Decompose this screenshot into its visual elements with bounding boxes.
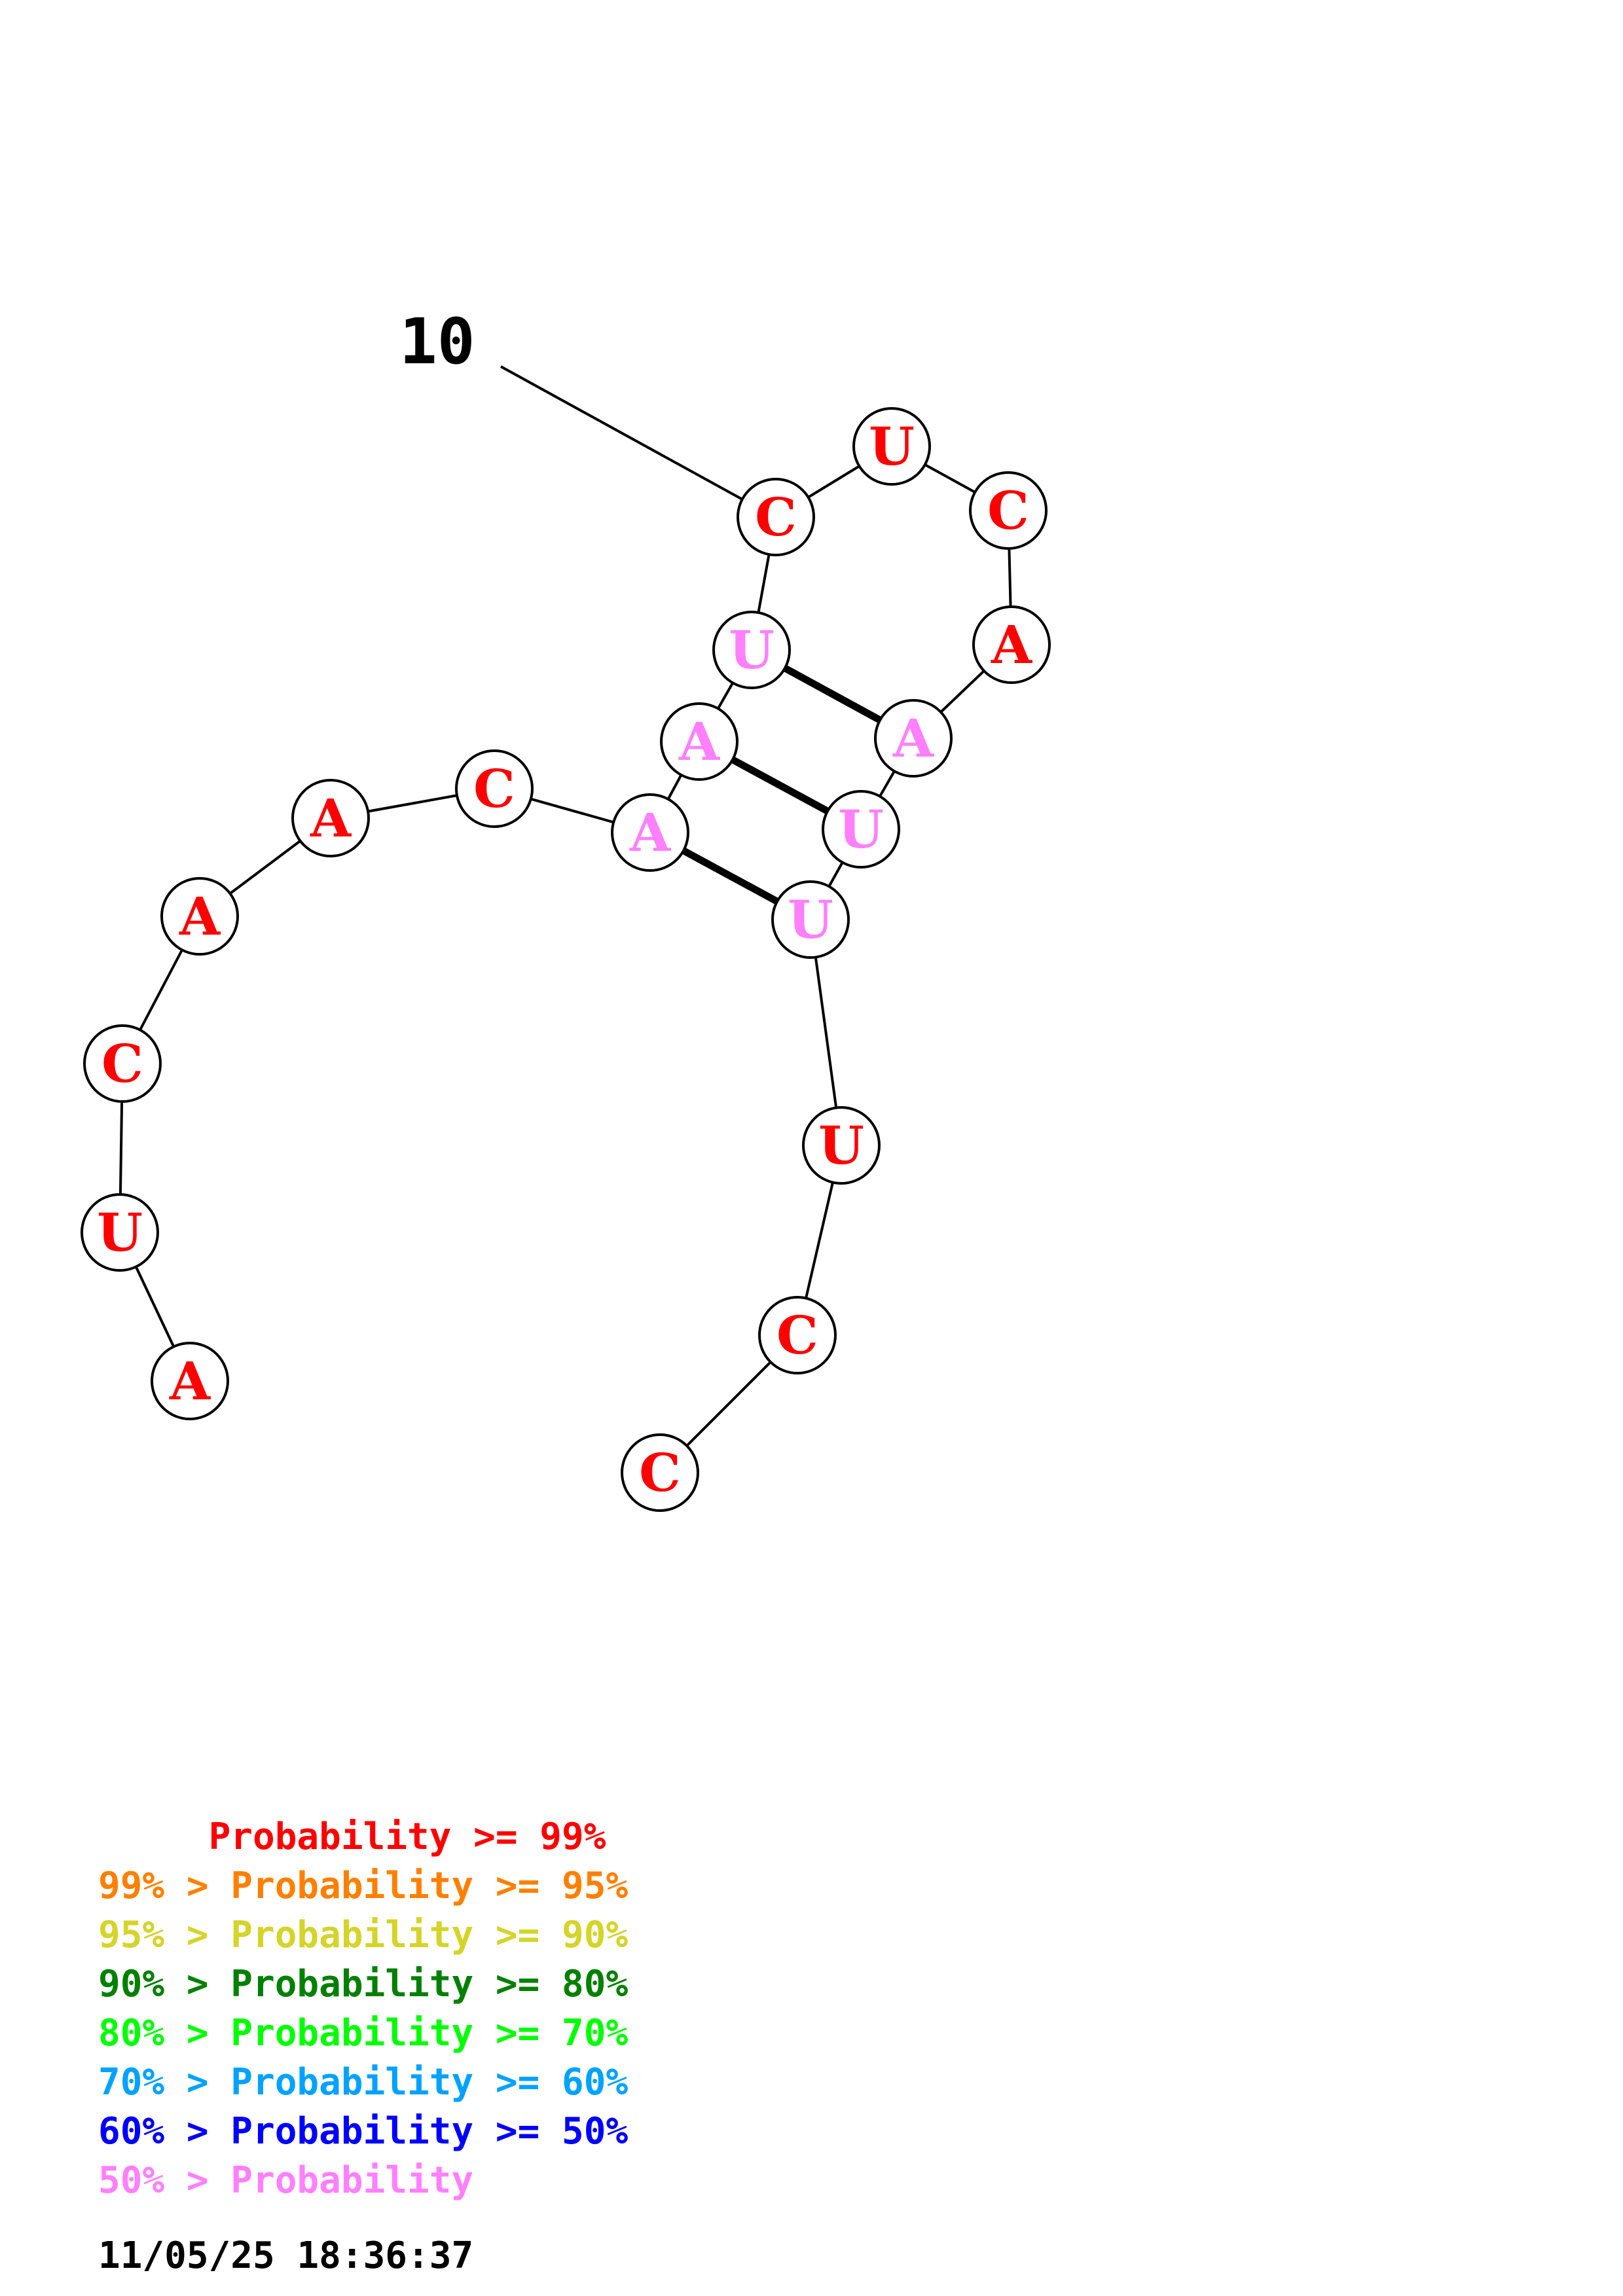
nucleotide-circle	[874, 699, 953, 778]
nucleotide-node: U	[852, 407, 931, 486]
nucleotide-circle	[771, 880, 850, 959]
nucleotide-circle	[802, 1106, 881, 1185]
legend-entry: 70% > Probability >= 60%	[98, 2061, 628, 2104]
nucleotide-letter: C	[987, 480, 1029, 541]
nucleotide-circle	[611, 793, 689, 872]
legend-entry: 50% > Probability	[98, 2159, 473, 2202]
nucleotide-letter: C	[473, 758, 515, 819]
nucleotide-letter: C	[101, 1033, 143, 1094]
nucleotide-circle	[758, 1296, 837, 1374]
nucleotide-node: U	[802, 1106, 881, 1185]
nucleotide-circle	[291, 779, 370, 857]
nucleotide-letter: U	[97, 1202, 143, 1263]
nucleotide-node: A	[160, 877, 239, 956]
nucleotide-letter: A	[892, 708, 934, 769]
nucleotide-letter: U	[729, 619, 775, 681]
nucleotide-node: A	[660, 702, 739, 781]
timestamp: 11/05/25 18:36:37	[98, 2234, 473, 2277]
nucleotide-circle	[969, 471, 1048, 550]
nucleotide-node: A	[611, 793, 689, 872]
nucleotide-circle	[660, 702, 739, 781]
nucleotide-circle	[712, 611, 791, 689]
nucleotide-circle	[151, 1342, 229, 1420]
nucleotide-circle	[160, 877, 239, 956]
legend-entry: Probability >= 99%	[98, 1816, 606, 1858]
nucleotide-circle	[455, 749, 534, 828]
nucleotide-circle	[852, 407, 931, 486]
nucleotide-node: C	[758, 1296, 837, 1374]
legend-entry: 60% > Probability >= 50%	[98, 2110, 628, 2153]
nucleotide-circle	[737, 478, 815, 556]
backbone-lines	[119, 445, 1013, 1474]
nucleotide-node: U	[822, 790, 900, 869]
nucleotide-letter: U	[838, 798, 884, 860]
probability-legend: Probability >= 99% 99% > Probability >= 9…	[98, 1816, 628, 2202]
nucleotide-node: C	[621, 1433, 699, 1512]
nucleotide-letter: C	[776, 1304, 818, 1366]
nucleotide-circle	[822, 790, 900, 869]
base-pair-lines	[648, 647, 915, 923]
legend-entry: 80% > Probability >= 70%	[98, 2012, 628, 2054]
nucleotide-letter: C	[755, 486, 797, 548]
nucleotide-letter: U	[869, 416, 915, 477]
nucleotide-node: A	[972, 605, 1051, 684]
legend-entry: 95% > Probability >= 90%	[98, 1914, 628, 1956]
nucleotide-letter: C	[639, 1442, 681, 1503]
nucleotide-circle	[621, 1433, 699, 1512]
nucleotide-node: C	[737, 478, 815, 556]
nucleotide-letter: A	[169, 1350, 211, 1412]
index-label: 10	[399, 305, 475, 378]
nucleotide-letter: A	[991, 614, 1032, 675]
nucleotide-node: C	[83, 1024, 162, 1103]
nucleotide-node: C	[455, 749, 534, 828]
nucleotide-circle	[972, 605, 1051, 684]
legend-entry: 99% > Probability >= 95%	[98, 1865, 628, 1907]
nucleotide-node: U	[771, 880, 850, 959]
nucleotide-node: A	[151, 1342, 229, 1420]
nucleotide-letter: U	[788, 889, 833, 950]
nucleotide-circle	[81, 1193, 159, 1272]
nucleotide-node: A	[291, 779, 370, 857]
nucleotide-circle	[83, 1024, 162, 1103]
nucleotide-letter: U	[818, 1115, 864, 1176]
nucleotide-letter: A	[310, 787, 352, 849]
nucleotide-node: C	[969, 471, 1048, 550]
index-tick-line	[500, 365, 775, 518]
nucleotide-letter: A	[678, 711, 720, 772]
nucleotide-node: U	[712, 611, 791, 689]
nucleotide-letter: A	[179, 886, 221, 947]
nucleotide-node: U	[81, 1193, 159, 1272]
nucleotide-letter: A	[629, 802, 671, 863]
legend-entry: 90% > Probability >= 80%	[98, 1963, 628, 2005]
nucleotide-node: A	[874, 699, 953, 778]
